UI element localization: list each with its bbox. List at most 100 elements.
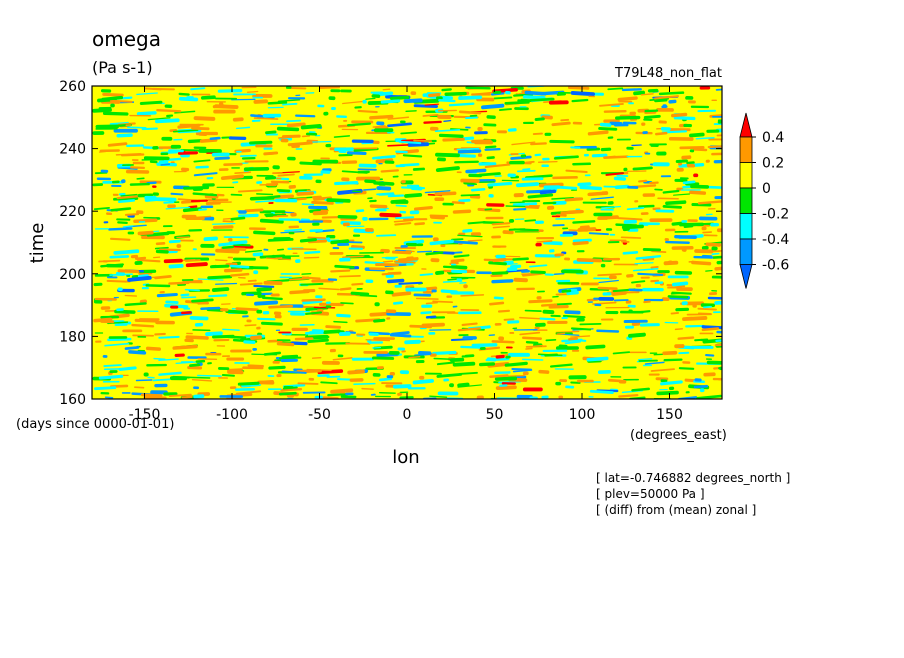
field-streak bbox=[155, 241, 166, 246]
field-streak bbox=[638, 204, 655, 208]
field-streak bbox=[660, 380, 683, 386]
field-streak bbox=[113, 128, 138, 133]
field-streak bbox=[572, 240, 589, 246]
field-streak bbox=[116, 308, 124, 312]
field-streak bbox=[103, 364, 122, 367]
field-streak bbox=[484, 208, 493, 211]
field-streak bbox=[514, 107, 529, 111]
field-streak bbox=[449, 383, 454, 388]
field-streak bbox=[325, 301, 331, 304]
field-streak bbox=[256, 174, 274, 177]
field-streak bbox=[104, 396, 114, 399]
field-streak bbox=[461, 355, 468, 358]
field-streak bbox=[232, 247, 246, 250]
field-streak bbox=[211, 229, 233, 231]
field-streak bbox=[191, 379, 213, 382]
field-streak bbox=[627, 228, 639, 232]
field-streak bbox=[601, 205, 622, 209]
field-streak bbox=[716, 228, 722, 233]
field-streak bbox=[671, 281, 689, 287]
field-streak bbox=[92, 131, 105, 135]
field-streak bbox=[378, 162, 383, 165]
field-streak bbox=[320, 381, 338, 385]
field-streak bbox=[96, 177, 112, 181]
field-streak bbox=[288, 184, 296, 189]
field-streak bbox=[124, 213, 139, 216]
field-streak bbox=[139, 100, 163, 105]
field-streak bbox=[125, 124, 132, 127]
field-streak bbox=[331, 106, 336, 111]
field-streak bbox=[341, 177, 350, 182]
field-streak bbox=[492, 257, 507, 263]
field-streak bbox=[590, 196, 614, 200]
colorbar-segment bbox=[739, 112, 753, 138]
field-streak bbox=[522, 387, 543, 392]
field-streak bbox=[268, 365, 286, 370]
field-streak bbox=[305, 331, 314, 335]
field-streak bbox=[197, 374, 222, 377]
field-streak bbox=[640, 93, 654, 96]
field-streak bbox=[323, 111, 329, 116]
field-streak bbox=[370, 393, 376, 396]
field-streak bbox=[491, 340, 515, 344]
field-streak bbox=[512, 257, 529, 261]
field-streak bbox=[660, 379, 668, 383]
field-streak bbox=[550, 314, 561, 318]
field-streak bbox=[422, 290, 433, 294]
field-streak bbox=[623, 219, 638, 224]
field-streak bbox=[136, 111, 157, 116]
field-streak bbox=[100, 169, 109, 173]
field-streak bbox=[571, 189, 578, 191]
field-streak bbox=[141, 286, 149, 290]
field-streak bbox=[621, 88, 642, 92]
field-streak bbox=[534, 326, 540, 330]
field-streak bbox=[454, 160, 479, 164]
field-streak bbox=[638, 359, 658, 362]
field-streak bbox=[184, 288, 200, 292]
field-streak bbox=[230, 216, 246, 221]
field-streak bbox=[172, 129, 199, 133]
field-streak bbox=[694, 338, 709, 342]
field-streak bbox=[320, 209, 329, 212]
field-streak bbox=[491, 271, 509, 275]
x-tick-label: 100 bbox=[569, 407, 596, 423]
field-streak bbox=[154, 246, 169, 250]
field-streak bbox=[109, 255, 130, 259]
field-streak bbox=[554, 368, 574, 370]
field-streak bbox=[559, 379, 568, 383]
field-streak bbox=[397, 392, 402, 396]
field-streak bbox=[701, 226, 707, 231]
field-streak bbox=[311, 357, 322, 359]
field-streak bbox=[252, 347, 257, 351]
field-streak bbox=[234, 171, 252, 175]
field-streak bbox=[278, 218, 301, 221]
field-streak bbox=[176, 244, 182, 248]
field-streak bbox=[450, 276, 476, 279]
field-streak bbox=[522, 168, 531, 171]
field-streak bbox=[285, 86, 292, 89]
field-streak bbox=[241, 86, 257, 89]
field-streak bbox=[450, 291, 475, 295]
field-streak bbox=[579, 225, 590, 230]
field-streak bbox=[710, 222, 720, 227]
field-streak bbox=[628, 102, 634, 105]
field-streak bbox=[433, 357, 458, 361]
field-streak bbox=[658, 91, 685, 96]
field-streak bbox=[711, 289, 718, 292]
field-streak bbox=[231, 167, 240, 169]
field-streak bbox=[642, 131, 648, 135]
field-streak bbox=[385, 140, 396, 142]
field-streak bbox=[558, 395, 564, 399]
field-streak bbox=[564, 340, 582, 345]
field-streak bbox=[430, 258, 440, 263]
field-streak bbox=[355, 209, 365, 213]
field-streak bbox=[460, 294, 485, 297]
field-streak bbox=[589, 389, 614, 394]
field-streak bbox=[375, 263, 399, 267]
field-streak bbox=[337, 188, 363, 195]
field-streak bbox=[102, 380, 120, 383]
note-lat: [ lat=-0.746882 degrees_north ] bbox=[596, 471, 790, 485]
field-streak bbox=[222, 217, 232, 220]
field-streak bbox=[654, 188, 663, 191]
field-streak bbox=[146, 363, 167, 367]
